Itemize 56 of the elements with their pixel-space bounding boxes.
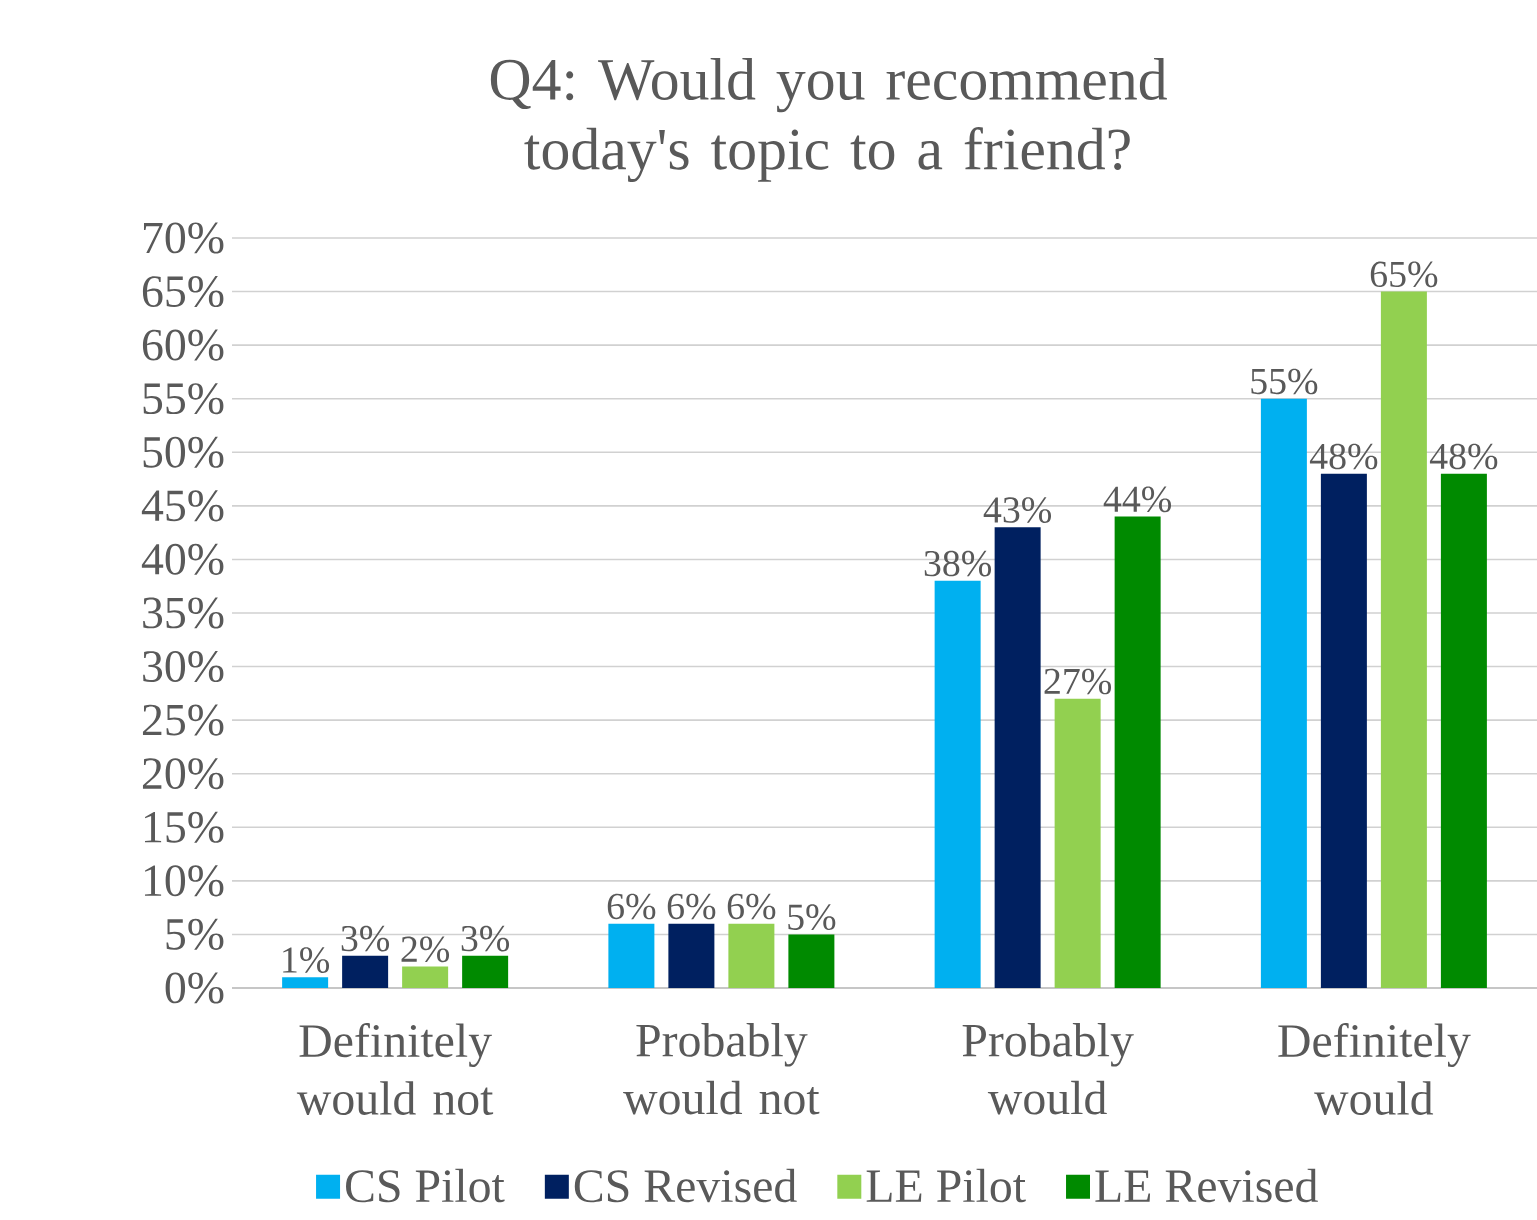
bar [1380, 291, 1427, 988]
y-tick-label: 10% [144, 865, 224, 897]
data-label: 48% [1309, 443, 1378, 470]
chart-title: Q4: Would you recommend today's topic to a friend? [490, 57, 1167, 183]
y-tick-label: 40% [141, 543, 224, 575]
bar [608, 923, 655, 988]
data-label: 38% [924, 550, 992, 577]
data-label: 3% [461, 925, 510, 952]
bar [342, 955, 389, 988]
legend-label: CS Revised [574, 1168, 797, 1203]
data-label: 6% [727, 893, 776, 920]
bar [788, 934, 835, 988]
y-tick-label: 0% [165, 972, 224, 1004]
data-label: 65% [1370, 261, 1438, 288]
y-tick-label: 5% [166, 918, 224, 950]
data-label: 2% [401, 936, 450, 963]
bar [282, 977, 329, 988]
y-tick-label: 30% [143, 651, 224, 683]
bar [668, 923, 715, 988]
x-tick-label: Probably would not [623, 1023, 820, 1115]
data-label: 44% [1103, 486, 1172, 513]
x-tick-label: Definitely would [1278, 1023, 1471, 1115]
data-label: 27% [1044, 668, 1112, 695]
y-tick-label: 15% [144, 811, 224, 843]
bar [1054, 698, 1101, 988]
legend-label: LE Revised [1095, 1168, 1318, 1203]
y-tick-label: 45% [141, 490, 224, 522]
y-tick-label: 60% [142, 329, 224, 361]
legend-label: CS Pilot [346, 1168, 505, 1203]
data-label: 6% [607, 893, 656, 920]
y-tick-label: 35% [143, 597, 224, 629]
data-label: 5% [788, 904, 836, 931]
y-tick-label: 70% [143, 222, 224, 254]
y-tick-label: 25% [142, 704, 224, 736]
bar [402, 966, 449, 988]
bar [462, 955, 509, 988]
data-label: 48% [1429, 443, 1498, 470]
legend-label: LE Pilot [866, 1168, 1026, 1203]
data-label: 3% [341, 925, 390, 952]
data-label: 6% [667, 893, 716, 920]
y-tick-label: 55% [143, 383, 224, 415]
bar [728, 923, 775, 988]
bar [1114, 516, 1161, 988]
bar [934, 580, 981, 988]
bar [994, 527, 1041, 988]
bar [1440, 473, 1487, 988]
data-label: 1% [283, 947, 330, 973]
y-tick-label: 20% [142, 758, 224, 790]
data-label: 43% [983, 497, 1052, 523]
y-tick-label: 50% [143, 436, 224, 468]
bar [1260, 398, 1307, 988]
y-tick-label: 65% [142, 276, 224, 308]
x-tick-label: Definitely would not [296, 1023, 494, 1115]
data-label: 55% [1251, 368, 1318, 395]
bar [1320, 473, 1367, 988]
x-tick-label: Probably would [962, 1023, 1134, 1115]
